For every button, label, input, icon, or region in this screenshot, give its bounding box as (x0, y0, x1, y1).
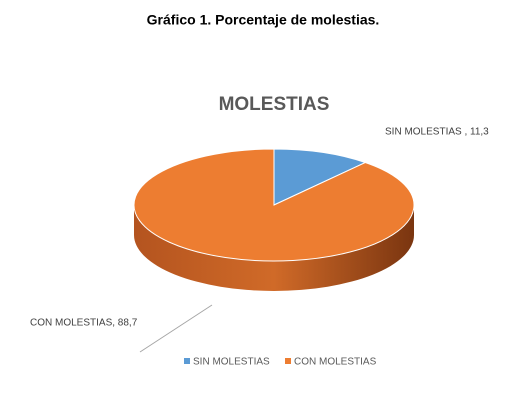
legend-label: CON MOLESTIAS (294, 357, 377, 368)
data-label: SIN MOLESTIAS , 11,3 (385, 127, 489, 138)
legend-swatch (285, 358, 291, 364)
caption: Gráfico 1. Porcentaje de molestias. (147, 12, 380, 28)
leader-line (139, 304, 213, 353)
pie-slice (273, 148, 367, 206)
legend-label: SIN MOLESTIAS (193, 357, 270, 368)
pie-slice (133, 148, 415, 262)
chart-title: MOLESTIAS (219, 94, 330, 115)
pie-side (134, 205, 414, 291)
legend-swatch (184, 358, 190, 364)
data-label: CON MOLESTIAS, 88,7 (30, 318, 138, 329)
